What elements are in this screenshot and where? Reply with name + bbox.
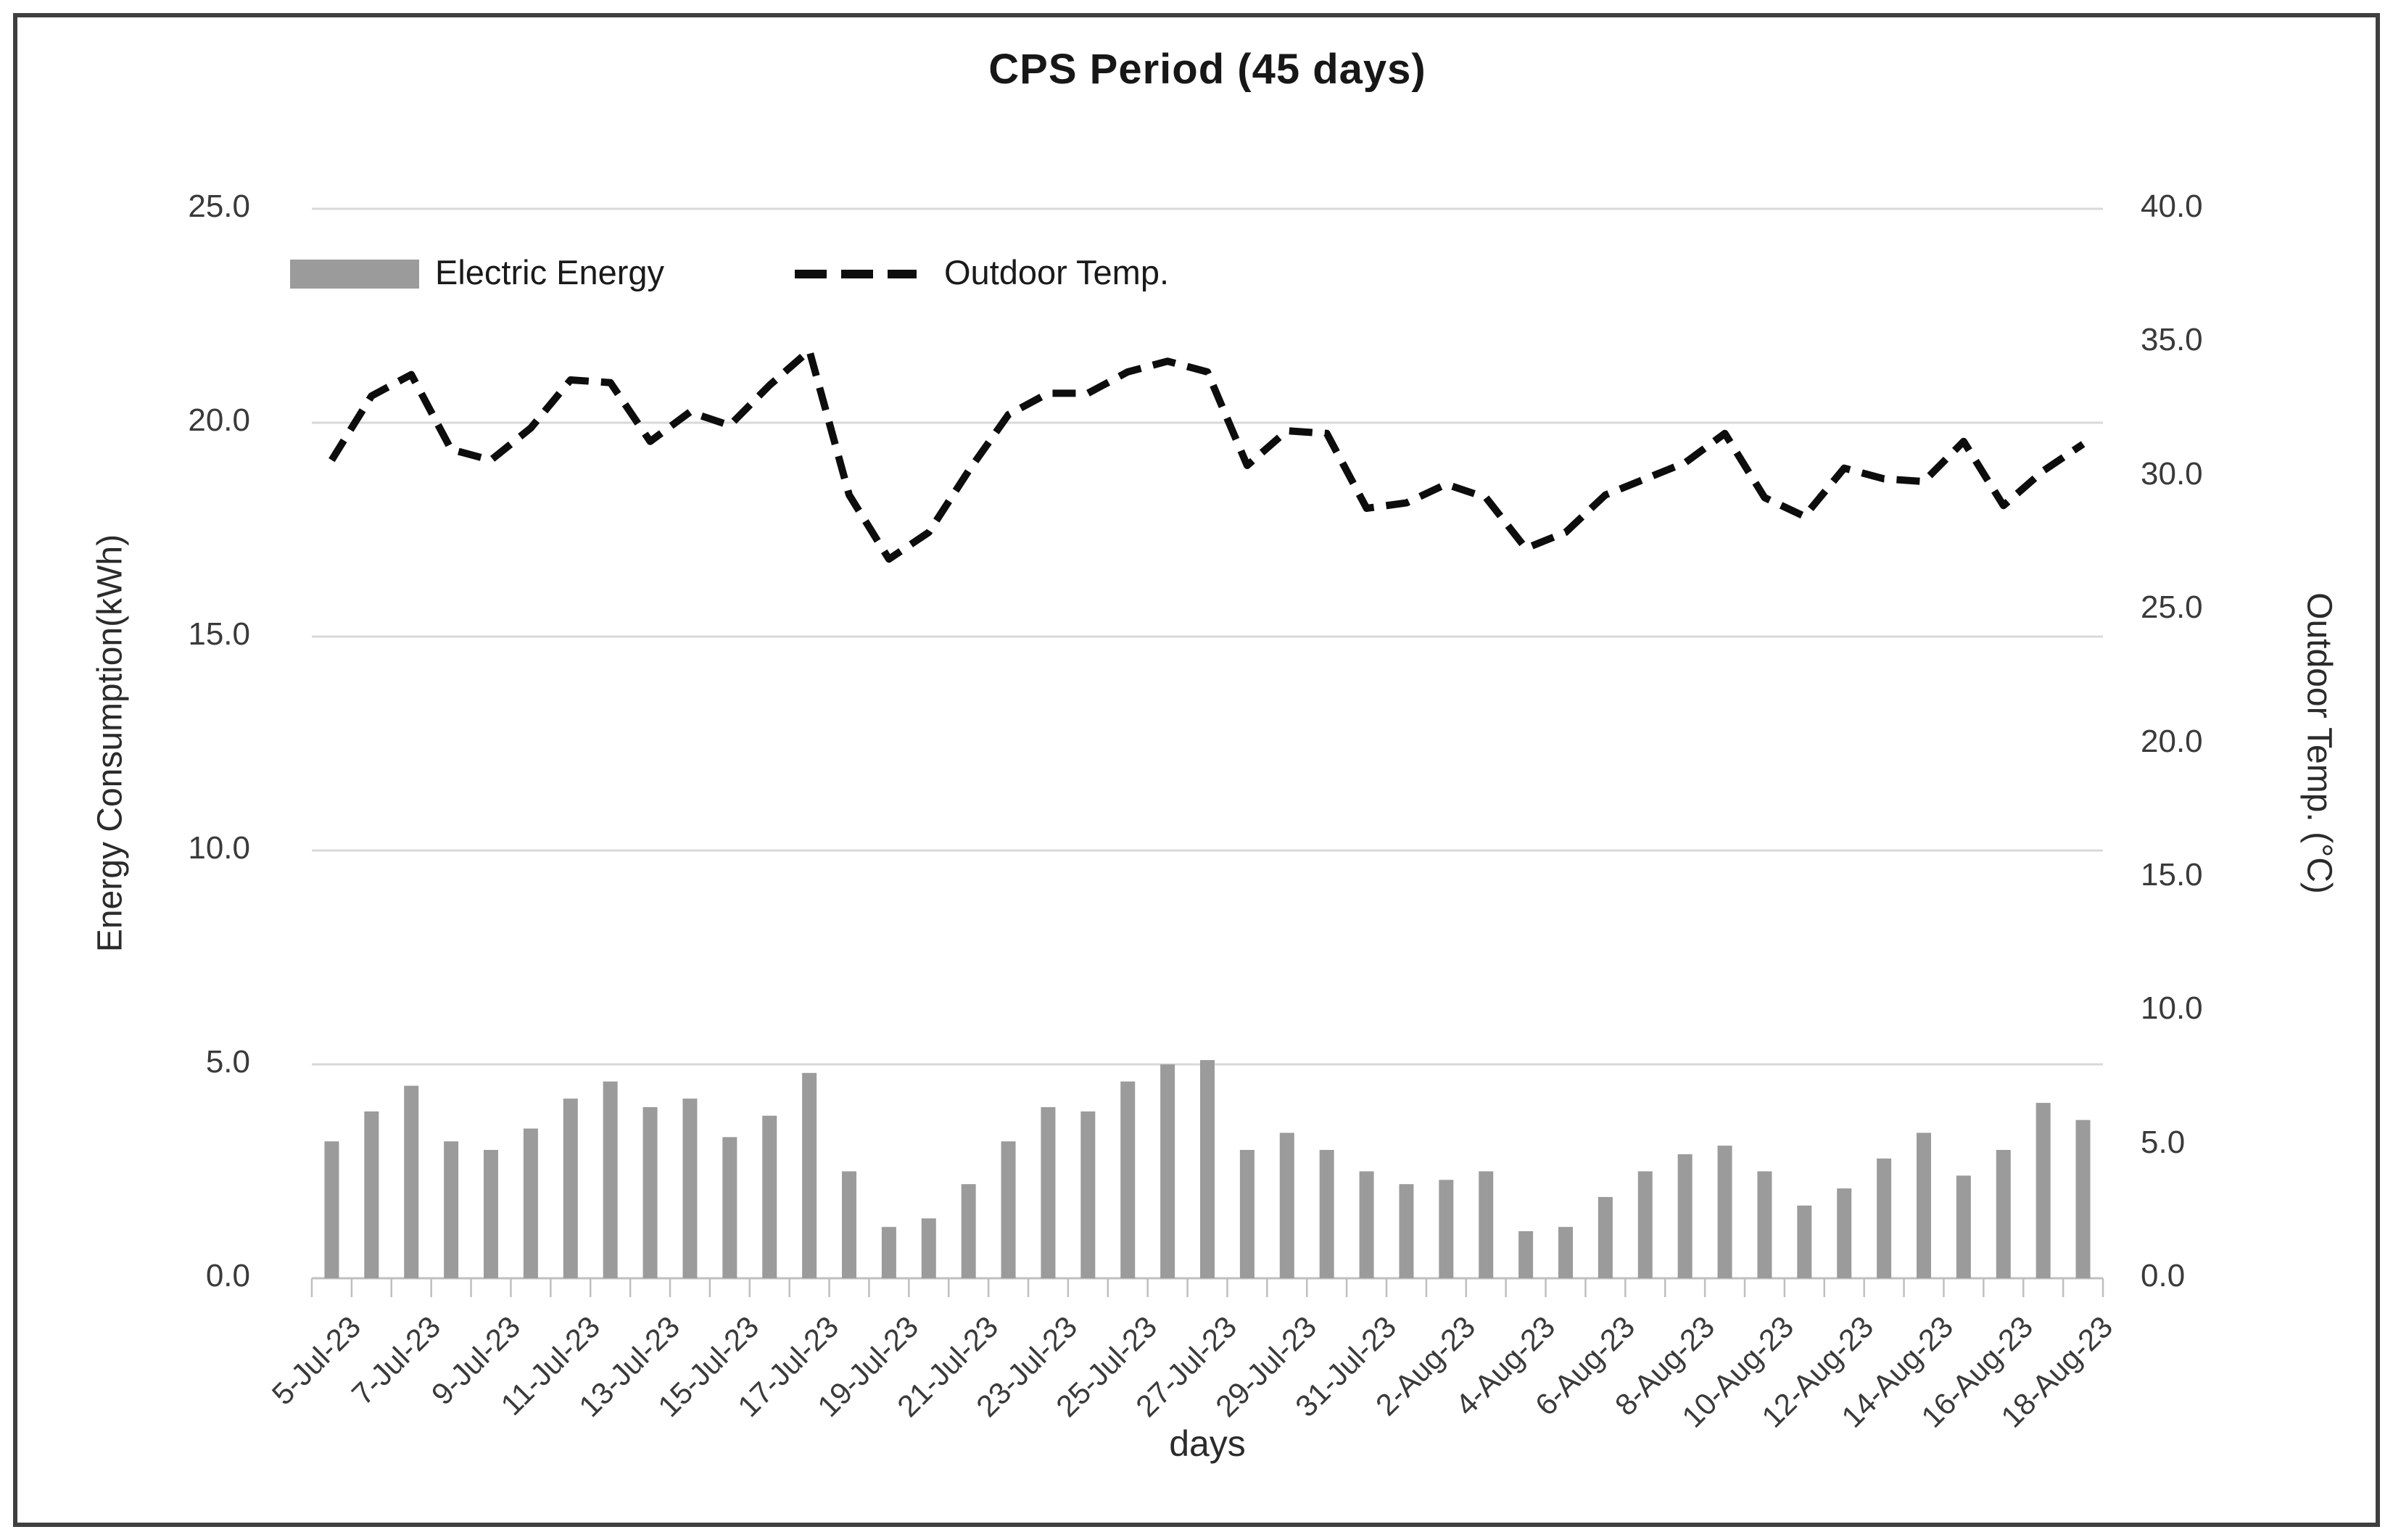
energy-bar (1279, 1133, 1294, 1278)
energy-bar (1200, 1060, 1215, 1278)
left-axis-tick-label: 10.0 (188, 830, 250, 866)
right-axis-tick-label: 30.0 (2141, 455, 2203, 492)
right-axis-title: Outdoor Temp. (°C) (2299, 592, 2339, 894)
energy-bar (1797, 1205, 1812, 1278)
energy-bar (1001, 1141, 1016, 1278)
legend-bar-label: Electric Energy (435, 253, 665, 291)
energy-bar (682, 1098, 698, 1278)
energy-bar (404, 1085, 419, 1278)
energy-bar (1717, 1146, 1732, 1278)
energy-bar (364, 1111, 379, 1278)
energy-bar (1558, 1227, 1573, 1278)
energy-bar (563, 1098, 578, 1278)
energy-bar (2075, 1119, 2091, 1278)
energy-bar (1359, 1171, 1374, 1278)
right-axis-tick-label: 10.0 (2141, 990, 2203, 1027)
temperature-line (328, 347, 2086, 563)
left-axis-tick-label: 5.0 (205, 1044, 250, 1080)
energy-bar (642, 1107, 658, 1278)
energy-bar (1598, 1196, 1613, 1278)
energy-bars (324, 1060, 2091, 1278)
right-axis-tick-label: 0.0 (2141, 1258, 2186, 1293)
energy-bar (2036, 1103, 2051, 1278)
energy-bar (324, 1141, 339, 1278)
right-axis-tick-label: 40.0 (2141, 189, 2203, 224)
legend-line-label: Outdoor Temp. (944, 253, 1170, 291)
energy-bar (921, 1218, 936, 1278)
outdoor-temp-line (328, 347, 2086, 563)
chart-title: CPS Period (45 days) (988, 46, 1426, 93)
energy-bar (603, 1081, 618, 1278)
energy-bar (1837, 1188, 1852, 1278)
energy-bar (1120, 1081, 1136, 1278)
right-axis-tick-label: 15.0 (2141, 856, 2203, 893)
energy-bar (1399, 1184, 1414, 1278)
energy-bar (1637, 1171, 1653, 1278)
energy-bar (722, 1137, 737, 1278)
energy-bar (444, 1141, 459, 1278)
energy-bar (523, 1128, 538, 1278)
left-axis-title: Energy Consumption(kWh) (91, 534, 130, 953)
legend-dashed-line-swatch (795, 270, 917, 278)
energy-bar (1041, 1107, 1056, 1278)
energy-bar (1080, 1111, 1096, 1278)
energy-bar (1479, 1171, 1494, 1278)
left-axis-tick-label: 0.0 (205, 1258, 250, 1293)
left-axis-tick-label: 20.0 (188, 402, 250, 438)
legend-bar-swatch (290, 260, 419, 289)
energy-bar (1160, 1064, 1175, 1278)
x-axis-title: days (1169, 1423, 1246, 1464)
left-axis-tick-label: 15.0 (188, 616, 250, 652)
right-axis-tick-label: 5.0 (2141, 1124, 2186, 1160)
energy-bar (1996, 1150, 2011, 1278)
energy-bar (1239, 1150, 1255, 1278)
right-axis-tick-label: 25.0 (2141, 589, 2203, 626)
energy-bar (802, 1072, 817, 1278)
energy-bar (842, 1171, 856, 1278)
right-axis-tick-label: 20.0 (2141, 723, 2203, 759)
energy-bar (1518, 1231, 1534, 1278)
energy-bar (1757, 1171, 1772, 1278)
energy-bar (762, 1115, 777, 1278)
energy-bar (1917, 1133, 1931, 1278)
energy-bar (1677, 1154, 1693, 1278)
right-axis-tick-label: 35.0 (2141, 322, 2203, 358)
energy-bar (1439, 1180, 1454, 1278)
energy-bar (961, 1184, 976, 1278)
left-axis-tick-label: 25.0 (188, 189, 250, 224)
energy-bar (484, 1150, 498, 1278)
energy-bar (1319, 1150, 1334, 1278)
energy-bar (1956, 1175, 1971, 1278)
x-axis-ticks (310, 1278, 2104, 1297)
energy-bar (1877, 1158, 1892, 1278)
energy-bar (881, 1227, 896, 1278)
